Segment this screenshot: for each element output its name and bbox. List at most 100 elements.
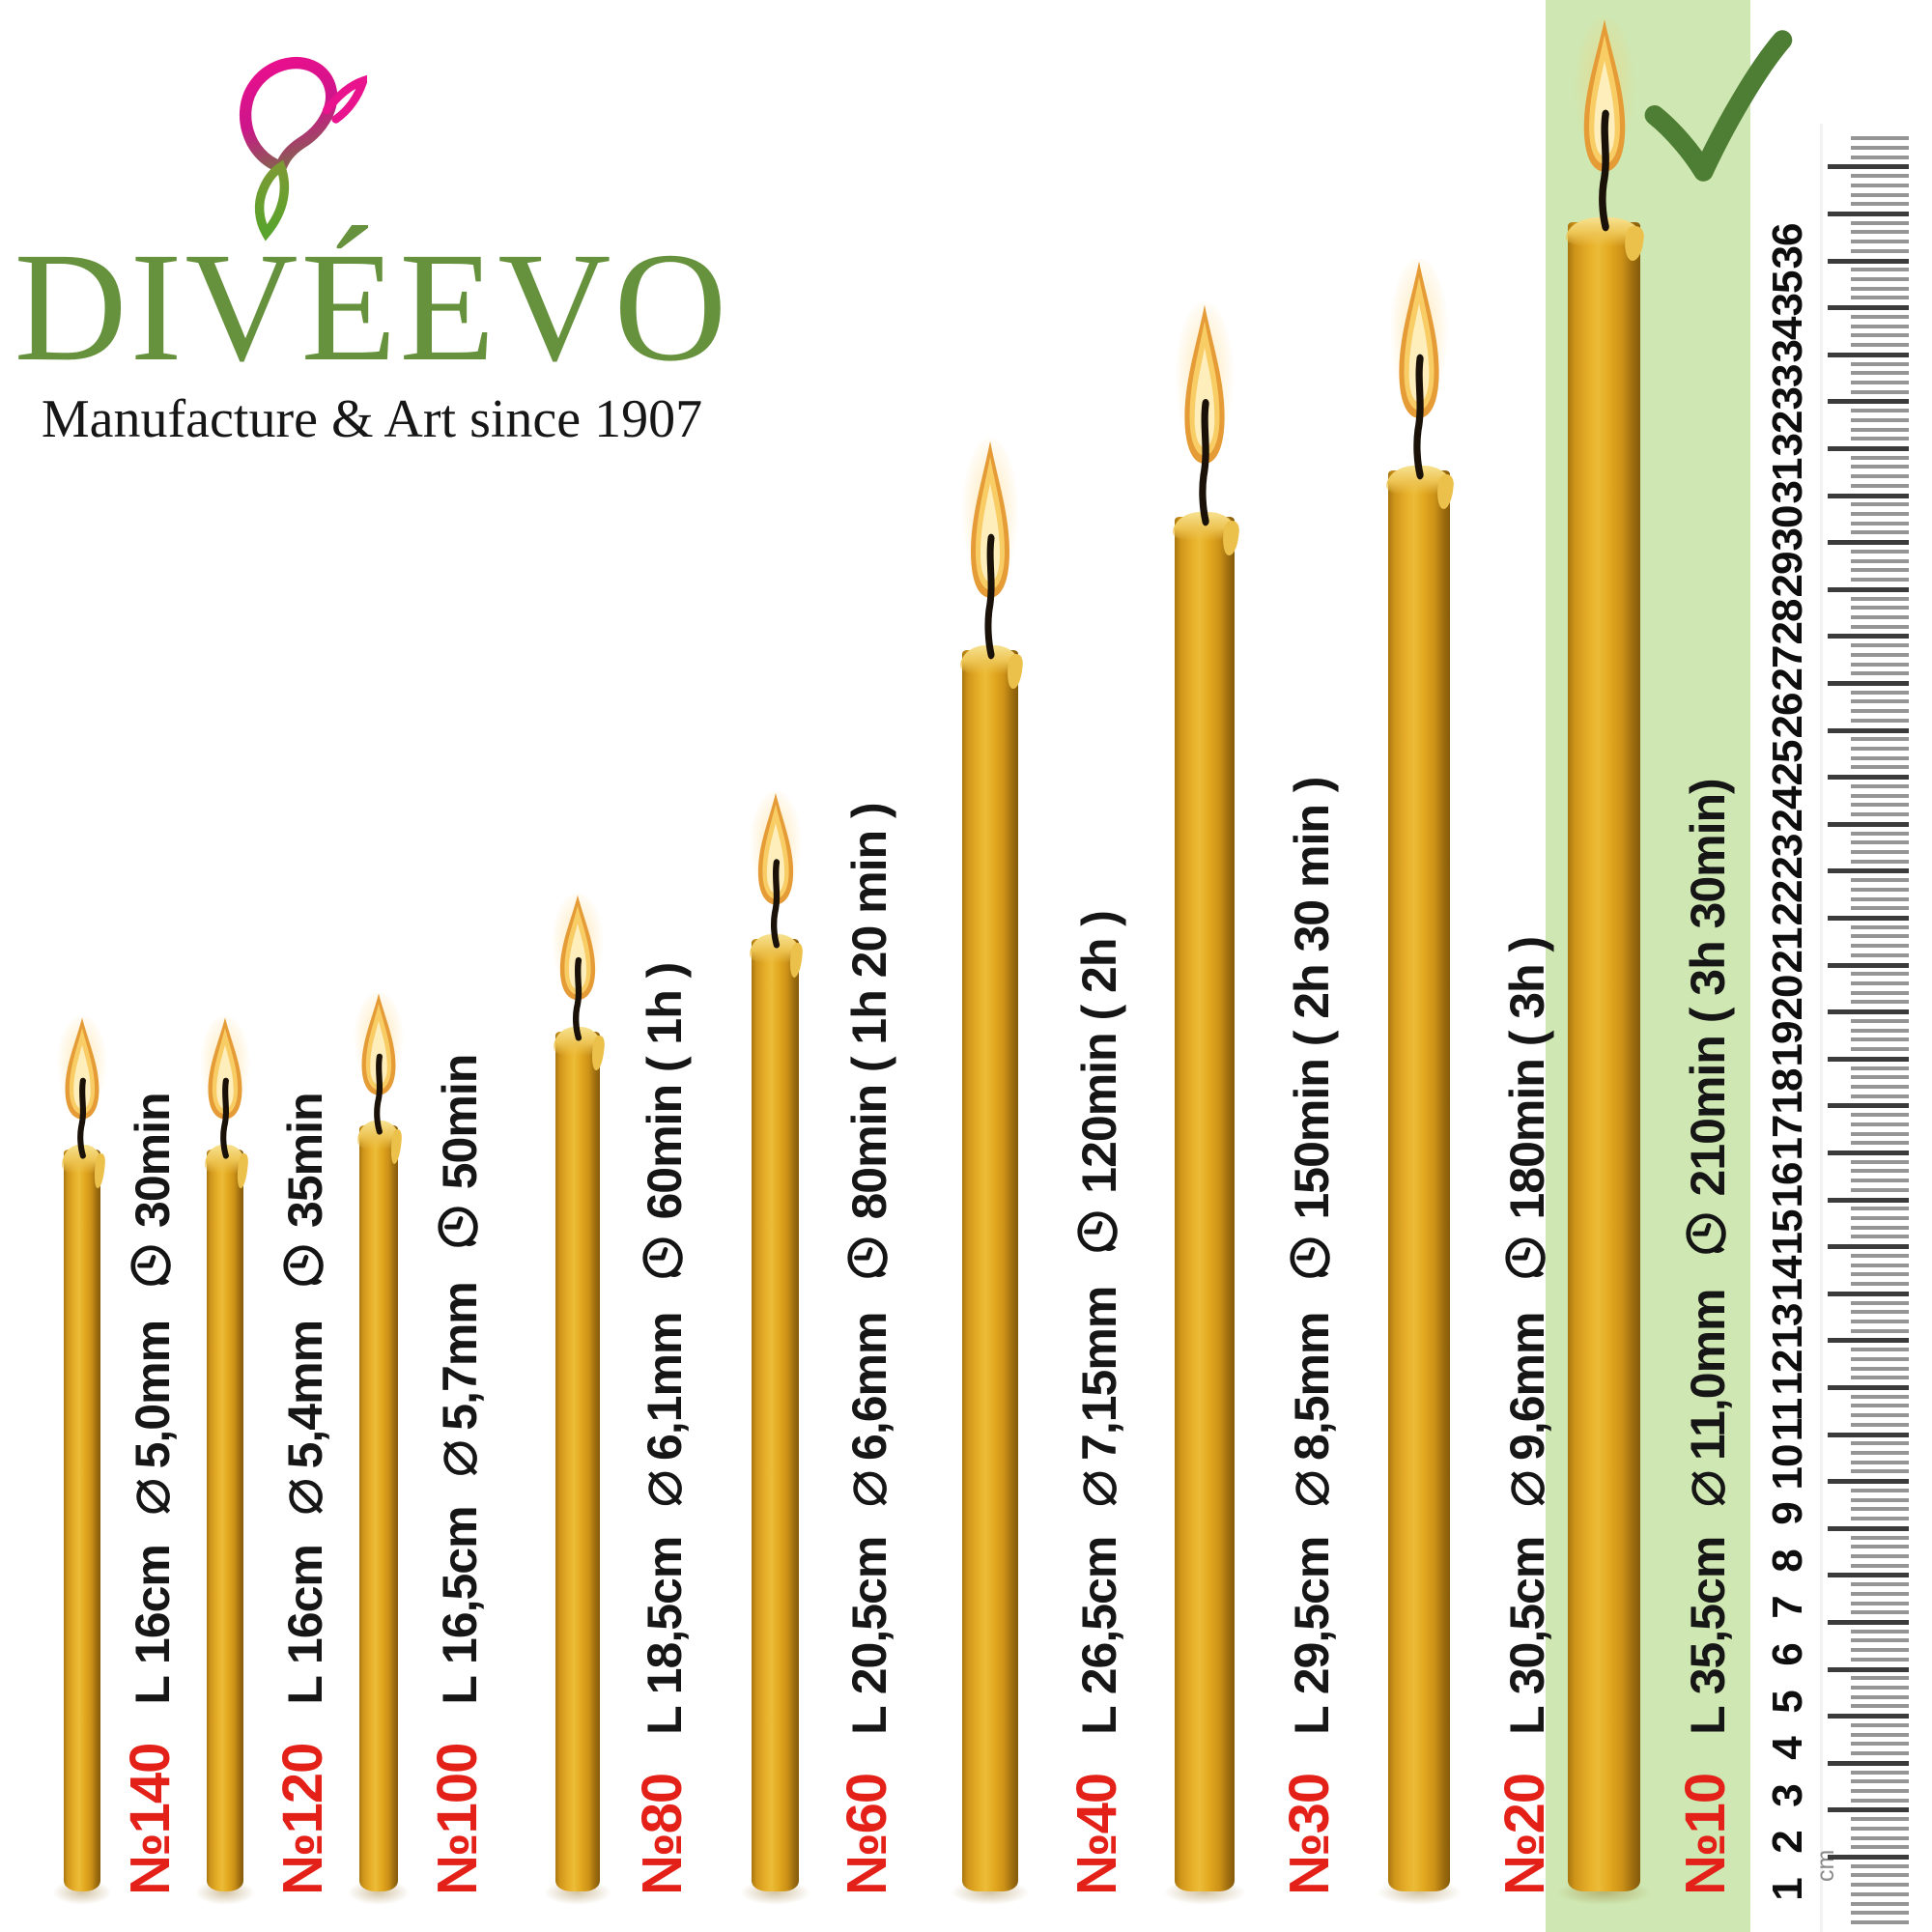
ruler-tick [1828,1761,1909,1766]
ruler-tick [1828,775,1909,780]
ruler-number: 9 [1764,1502,1811,1525]
ruler-number: 18 [1764,1068,1811,1115]
ruler-number: 33 [1764,364,1811,411]
ruler-tick [1851,1376,1909,1379]
candle-flame-icon [550,892,606,1041]
ruler-tick [1851,428,1909,432]
ruler-number: 17 [1764,1115,1811,1161]
burn-time-icon [279,1241,346,1293]
ruler-number: 15 [1764,1209,1811,1256]
candle-body [1386,466,1455,1891]
ruler-tick [1851,1695,1909,1699]
ruler-tick [1851,240,1909,243]
ruler-tick [1851,1395,1909,1399]
ruler-tick [1828,259,1909,264]
ruler-tick [1828,1057,1909,1062]
ruler-tick [1851,1742,1909,1746]
diameter-icon: ⌀ [1270,1469,1342,1508]
ruler-number: 13 [1764,1303,1811,1350]
ruler-tick [1828,1385,1909,1390]
ruler-tick [1851,906,1909,910]
diameter-icon: ⌀ [264,1478,335,1517]
candle-length: L 35,5cm [1681,1536,1735,1735]
diameter-icon: ⌀ [1486,1469,1557,1508]
candle-body [62,1145,105,1891]
ruler-tick [1851,437,1909,440]
candle-label: №80 L 18,5cm ⌀ 6,1mm 60min ( 1h ) [623,963,705,1895]
ruler-tick [1851,709,1909,713]
ruler-tick [1851,1723,1909,1727]
ruler-tick [1851,1226,1909,1230]
diameter-icon: ⌀ [623,1469,695,1508]
ruler-tick [1851,1141,1909,1145]
candle-number: №140 [119,1743,182,1895]
ruler-tick [1828,728,1909,733]
burn-time-icon [434,1203,500,1255]
ruler-tick [1851,925,1909,929]
ruler-tick [1851,1771,1909,1775]
candle-diameter: 5,4mm [278,1320,332,1469]
ruler-tick [1851,1085,1909,1089]
candle-flame-icon [748,789,804,949]
candle-diameter: 6,6mm [842,1312,896,1461]
ruler-tick [1851,991,1909,995]
ruler-edge [1820,124,1823,1932]
ruler-tick [1851,691,1909,695]
burn-time: 180min ( 3h ) [1500,936,1554,1220]
ruler-tick [1851,484,1909,488]
candle-flame-icon [198,1014,252,1159]
ruler-tick [1828,868,1909,873]
ruler-tick [1851,1469,1909,1473]
ruler-tick [1828,399,1909,404]
ruler-number: 34 [1764,317,1811,363]
ruler-tick [1851,606,1909,610]
ruler-tick [1851,1441,1909,1445]
ruler-tick [1851,1489,1909,1492]
ruler-tick [1851,1911,1909,1915]
ruler-tick [1851,1658,1909,1662]
ruler-tick [1851,1000,1909,1004]
ruler-number: 20 [1764,975,1811,1021]
ruler-tick [1851,315,1909,319]
burn-time: 210min ( 3h 30min) [1681,779,1735,1197]
ruler-tick [1851,1864,1909,1868]
ruler-tick [1851,1348,1909,1351]
candle-label: №60 L 20,5cm ⌀ 6,6mm 80min ( 1h 20 min ) [828,803,910,1895]
ruler-tick [1851,1648,1909,1652]
candle-diameter: 5,0mm [126,1320,180,1469]
brand-tagline: Manufacture & Art since 1907 [41,389,703,449]
candle-flame-icon [352,990,406,1135]
ruler-tick [1851,1817,1909,1821]
ruler-tick [1851,1704,1909,1708]
ruler-tick [1851,625,1909,629]
ruler-tick [1828,1292,1909,1296]
ruler-tick [1851,944,1909,948]
ruler-tick [1851,1836,1909,1840]
ruler-tick [1851,474,1909,478]
ruler-tick [1851,1207,1909,1210]
ruler-tick [1851,1779,1909,1783]
ruler-tick [1828,494,1909,498]
brand-logo-butterfly-icon [220,48,370,243]
ruler-tick [1851,1827,1909,1831]
ruler-tick [1828,1667,1909,1672]
ruler-tick [1851,1029,1909,1033]
ruler-tick [1851,1188,1909,1192]
burn-time: 50min [433,1054,487,1190]
ruler-tick [1851,559,1909,563]
ruler-number: 22 [1764,880,1811,926]
ruler-number: 28 [1764,599,1811,645]
ruler-tick [1851,1920,1909,1924]
candle-length: L 26,5cm [1072,1536,1126,1735]
burn-time-icon [639,1234,705,1286]
ruler-tick [1851,568,1909,572]
ruler-tick [1851,794,1909,798]
candle-diameter: 9,6mm [1500,1312,1554,1461]
burn-time: 80min ( 1h 20 min ) [842,803,896,1220]
ruler-tick [1851,1517,1909,1520]
ruler-tick [1851,136,1909,140]
ruler-number: 30 [1764,505,1811,552]
ruler-tick [1828,634,1909,639]
ruler-tick [1851,1254,1909,1258]
diameter-icon: ⌀ [1058,1469,1129,1508]
